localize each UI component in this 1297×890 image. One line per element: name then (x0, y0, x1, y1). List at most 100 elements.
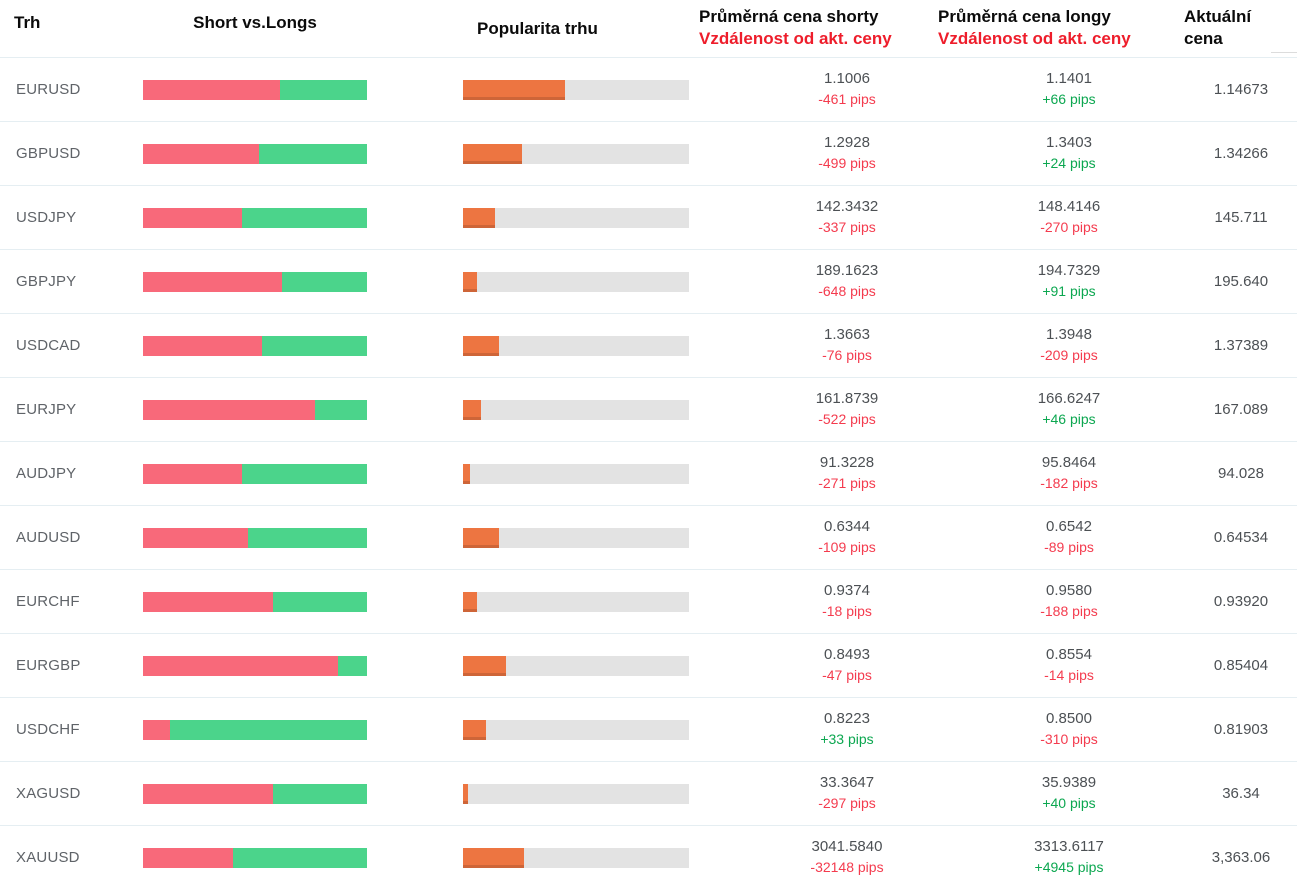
popularity-bar-fill (463, 208, 495, 228)
longs-cell: 1.1401 +66 pips (961, 58, 1177, 110)
column-header-popularity: Popularita trhu (477, 19, 598, 38)
longs-cell: 166.6247 +46 pips (961, 378, 1177, 430)
table-row[interactable]: USDCHF 0.8223 +33 pips 0.8500 -310 pips … (0, 697, 1297, 761)
long-avg-price: 1.3948 (1046, 326, 1092, 343)
table-row[interactable]: EURJPY 161.8739 -522 pips 166.6247 +46 p… (0, 377, 1297, 441)
popularity-bar-track (463, 336, 689, 356)
table-row[interactable]: USDCAD 1.3663 -76 pips 1.3948 -209 pips … (0, 313, 1297, 377)
popularity-bar-track (463, 720, 689, 740)
longs-bar-segment (248, 528, 367, 548)
popularity-bar-fill (463, 592, 477, 612)
longs-bar-segment (169, 720, 367, 740)
short-vs-long-bar (143, 272, 367, 292)
market-symbol: GBPJPY (16, 273, 77, 290)
long-distance-pips: -209 pips (1040, 347, 1098, 363)
long-avg-price: 0.8554 (1046, 646, 1092, 663)
table-row[interactable]: EURCHF 0.9374 -18 pips 0.9580 -188 pips … (0, 569, 1297, 633)
short-vs-long-bar (143, 784, 367, 804)
table-row[interactable]: GBPUSD 1.2928 -499 pips 1.3403 +24 pips … (0, 121, 1297, 185)
popularity-bar-fill (463, 656, 506, 676)
long-distance-pips: +91 pips (1042, 283, 1096, 299)
long-distance-pips: +24 pips (1042, 155, 1096, 171)
longs-bar-segment (281, 272, 367, 292)
popularity-bar-fill (463, 784, 468, 804)
long-avg-price: 0.9580 (1046, 582, 1092, 599)
short-distance-pips: -18 pips (822, 603, 872, 619)
current-price: 1.14673 (1213, 81, 1269, 98)
current-price: 94.028 (1218, 465, 1264, 482)
shorts-cell: 0.8223 +33 pips (739, 698, 955, 750)
table-row[interactable]: EURGBP 0.8493 -47 pips 0.8554 -14 pips 0… (0, 633, 1297, 697)
shorts-cell: 1.3663 -76 pips (739, 314, 955, 366)
short-avg-price: 161.8739 (815, 390, 879, 407)
short-vs-long-bar (143, 208, 367, 228)
current-price-title-line2: cena (1184, 29, 1223, 48)
current-price: 36.34 (1222, 785, 1260, 802)
current-price: 167.089 (1213, 401, 1269, 418)
popularity-bar-fill (463, 400, 482, 420)
long-distance-pips: -270 pips (1040, 219, 1098, 235)
column-header-longs-avg-price: Průměrná cena longy Vzdálenost od akt. c… (938, 6, 1131, 50)
long-distance-pips: -89 pips (1044, 539, 1094, 555)
popularity-bar-track (463, 80, 689, 100)
current-price: 0.64534 (1213, 529, 1269, 546)
longs-bar-segment (259, 144, 367, 164)
header-corner-divider (1271, 52, 1297, 53)
table-row[interactable]: AUDJPY 91.3228 -271 pips 95.8464 -182 pi… (0, 441, 1297, 505)
longs-bar-segment (261, 336, 367, 356)
short-vs-long-bar (143, 144, 367, 164)
shorts-bar-segment (143, 848, 233, 868)
short-vs-long-bar (143, 592, 367, 612)
current-price: 0.93920 (1213, 593, 1269, 610)
current-price: 3,363.06 (1211, 849, 1271, 866)
longs-cell: 1.3948 -209 pips (961, 314, 1177, 366)
table-row[interactable]: GBPJPY 189.1623 -648 pips 194.7329 +91 p… (0, 249, 1297, 313)
shorts-cell: 161.8739 -522 pips (739, 378, 955, 430)
short-avg-price: 1.1006 (824, 70, 870, 87)
longs-cell: 0.8554 -14 pips (961, 634, 1177, 686)
longs-cell: 148.4146 -270 pips (961, 186, 1177, 238)
longs-bar-segment (279, 80, 367, 100)
longs-cell: 0.8500 -310 pips (961, 698, 1177, 750)
table-row[interactable]: USDJPY 142.3432 -337 pips 148.4146 -270 … (0, 185, 1297, 249)
short-vs-long-bar (143, 80, 367, 100)
long-distance-pips: -310 pips (1040, 731, 1098, 747)
shorts-cell: 91.3228 -271 pips (739, 442, 955, 494)
table-row[interactable]: AUDUSD 0.6344 -109 pips 0.6542 -89 pips … (0, 505, 1297, 569)
shorts-cell: 0.8493 -47 pips (739, 634, 955, 686)
popularity-bar-fill (463, 464, 470, 484)
market-symbol: USDCHF (16, 721, 80, 738)
short-vs-long-bar (143, 720, 367, 740)
longs-avg-price-title: Průměrná cena longy (938, 7, 1111, 26)
market-symbol: EURCHF (16, 593, 80, 610)
long-distance-pips: -14 pips (1044, 667, 1094, 683)
popularity-bar-fill (463, 528, 500, 548)
short-distance-pips: -32148 pips (810, 859, 884, 875)
market-symbol: EURUSD (16, 81, 81, 98)
shorts-bar-segment (143, 656, 338, 676)
market-symbol: USDCAD (16, 337, 81, 354)
long-avg-price: 0.8500 (1046, 710, 1092, 727)
popularity-bar-track (463, 656, 689, 676)
table-row[interactable]: XAGUSD 33.3647 -297 pips 35.9389 +40 pip… (0, 761, 1297, 825)
table-row[interactable]: EURUSD 1.1006 -461 pips 1.1401 +66 pips … (0, 57, 1297, 121)
current-price-title-line1: Aktuální (1184, 7, 1252, 26)
short-avg-price: 33.3647 (819, 774, 875, 791)
table-row[interactable]: XAUUSD 3041.5840 -32148 pips 3313.6117 +… (0, 825, 1297, 889)
current-price: 1.34266 (1213, 145, 1269, 162)
longs-cell: 95.8464 -182 pips (961, 442, 1177, 494)
market-symbol: EURGBP (16, 657, 81, 674)
column-header-market: Trh (14, 13, 41, 32)
short-avg-price: 0.8223 (824, 710, 870, 727)
column-header-current-price: Aktuální cena (1184, 6, 1251, 50)
short-distance-pips: -76 pips (822, 347, 872, 363)
popularity-bar-fill (463, 336, 500, 356)
longs-bar-segment (337, 656, 367, 676)
short-distance-pips: +33 pips (820, 731, 874, 747)
short-distance-pips: -461 pips (818, 91, 876, 107)
short-distance-pips: -271 pips (818, 475, 876, 491)
short-avg-price: 3041.5840 (811, 838, 883, 855)
shorts-bar-segment (143, 528, 249, 548)
long-distance-pips: +4945 pips (1034, 859, 1104, 875)
